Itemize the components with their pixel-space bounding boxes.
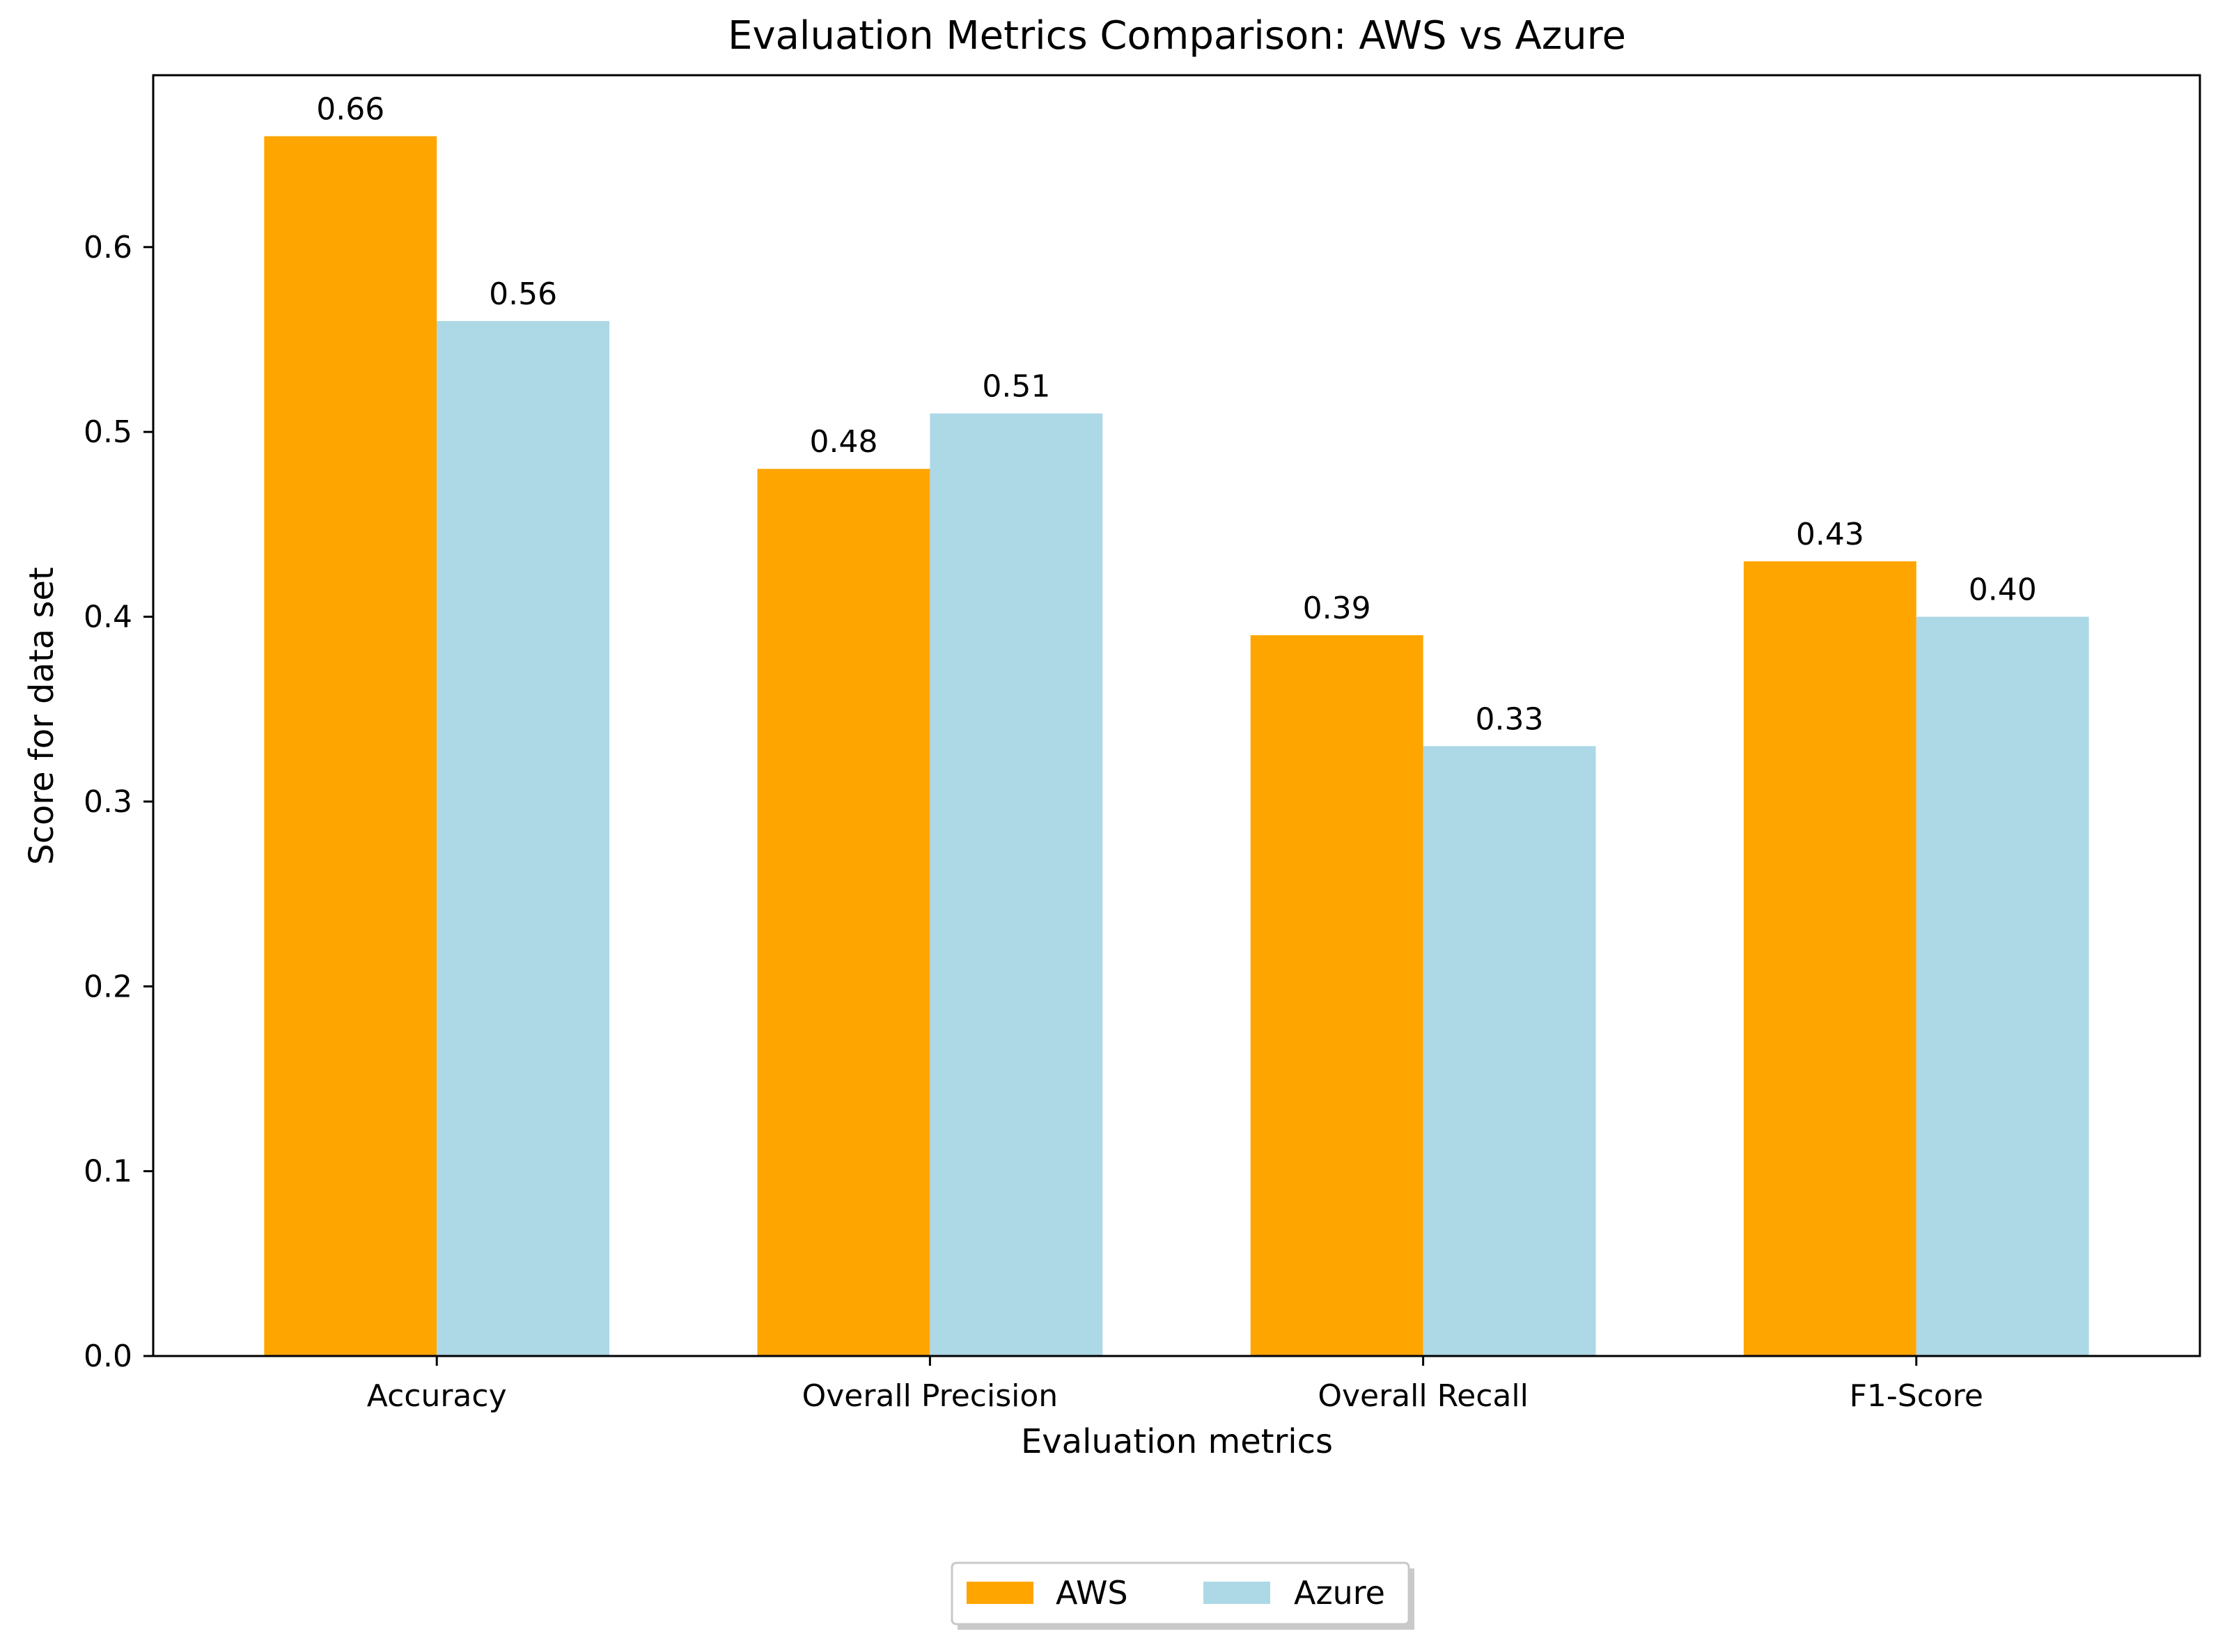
legend-box [951, 1561, 1410, 1626]
data-label-azure-overall-precision: 0.51 [982, 369, 1050, 405]
axes: Accuracy Overall Precision Overall Recall F… [84, 230, 1983, 1414]
x-axis-label: Evaluation metrics [1021, 1422, 1333, 1461]
bar-azure-overall-recall [1423, 746, 1596, 1356]
y-tick-label-6: 0.6 [84, 230, 132, 265]
y-tick-label-2: 0.2 [84, 969, 132, 1004]
legend-swatch-azure [1203, 1582, 1270, 1604]
y-tick-label-0: 0.0 [84, 1339, 132, 1374]
legend-swatch-aws [967, 1582, 1033, 1604]
legend-label-azure: Azure [1294, 1574, 1385, 1612]
legend: AWS Azure [951, 1561, 1414, 1630]
bar-aws-overall-precision [757, 469, 930, 1356]
y-tick-label-1: 0.1 [84, 1154, 132, 1190]
y-tick-label-4: 0.4 [84, 600, 132, 635]
bar-aws-overall-recall [1250, 635, 1423, 1356]
bar-azure-overall-precision [930, 413, 1103, 1357]
data-label-azure-overall-recall: 0.33 [1476, 701, 1544, 737]
plot-area: 0.66 0.48 0.39 0.43 0.56 0.51 0.33 0.40 [264, 92, 2089, 1357]
data-label-aws-overall-precision: 0.48 [809, 424, 877, 460]
y-axis-label: Score for data set [22, 567, 61, 865]
x-tick-label-overall-recall: Overall Recall [1318, 1378, 1529, 1414]
bar-azure-f1-score [1916, 616, 2089, 1357]
y-tick-label-3: 0.3 [84, 784, 132, 820]
data-label-aws-accuracy: 0.66 [316, 92, 384, 127]
data-label-aws-overall-recall: 0.39 [1303, 591, 1371, 626]
data-label-azure-accuracy: 0.56 [489, 276, 557, 312]
data-label-azure-f1-score: 0.40 [1969, 572, 2037, 608]
bar-aws-accuracy [264, 136, 437, 1357]
bar-aws-f1-score [1743, 561, 1916, 1356]
y-tick-label-5: 0.5 [84, 414, 132, 450]
x-tick-label-overall-precision: Overall Precision [802, 1378, 1059, 1414]
chart-title: Evaluation Metrics Comparison: AWS vs Az… [728, 13, 1626, 59]
x-tick-label-accuracy: Accuracy [367, 1378, 507, 1414]
x-tick-label-f1-score: F1-Score [1850, 1378, 1983, 1414]
plot-frame [152, 74, 2201, 1357]
data-label-aws-f1-score: 0.43 [1796, 517, 1864, 552]
legend-label-aws: AWS [1056, 1574, 1128, 1612]
bar-azure-accuracy [437, 320, 610, 1356]
